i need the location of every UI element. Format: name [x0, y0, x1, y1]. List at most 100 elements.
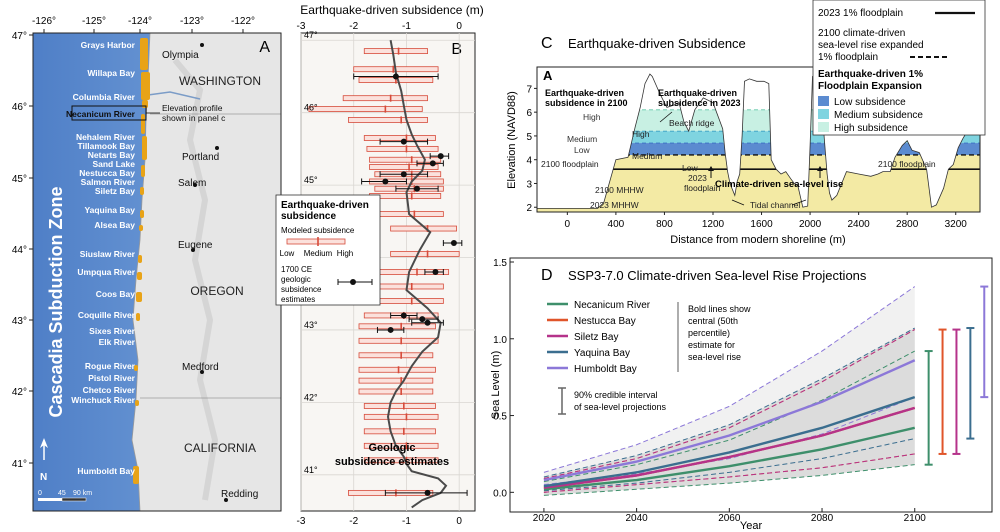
legend-geologic-3: subsidence [281, 285, 322, 294]
panel-d-ylabel: Sea Level (m) [490, 351, 502, 419]
estuary-labels: Grays Harbor Willapa Bay Columbia River Nec… [66, 40, 136, 476]
c-legend-2100-2: sea-level rise expanded [818, 40, 924, 51]
panel-c-end-a: A [543, 68, 553, 83]
c-legend-low-swatch [818, 96, 829, 106]
panel-b-label: B [451, 41, 462, 58]
north-arrow: N [40, 438, 48, 483]
b-geo-point [424, 489, 431, 496]
estuary-mark [142, 100, 148, 108]
d-ytick-label: 0.5 [493, 412, 507, 423]
panel-c-frame [536, 66, 981, 213]
c-legend-2100-1: 2100 climate-driven [818, 28, 905, 39]
slr-label: Climate-driven sea-level rise [715, 179, 843, 190]
b-modeled-range [374, 298, 444, 304]
estuary-label: Winchuck River [71, 395, 135, 405]
b-modeled-range [363, 135, 436, 141]
scale-90: 90 km [73, 490, 92, 497]
estuary-label: Coquille River [78, 310, 136, 320]
estuary-label: Nestucca Bay [79, 168, 135, 178]
d-lo-line [543, 396, 915, 486]
scale-0: 0 [38, 490, 42, 497]
lat-tick-label: 44° [12, 245, 27, 256]
panel-b-legend: Earthquake-driven subsidence Modeled sub… [275, 194, 381, 306]
c-band-medium [537, 131, 980, 144]
panel-c-arrows [659, 111, 823, 206]
d-lo-line [543, 438, 915, 492]
level-high-label: High [583, 112, 601, 122]
panel-d-frame [509, 257, 993, 513]
b-geo-point [414, 185, 420, 192]
c-xtick-label: 3200 [945, 219, 968, 230]
d-xtick-label: 2060 [718, 513, 741, 524]
d-hi-line [543, 329, 915, 479]
scale-bar: 0 45 90 km [38, 490, 92, 502]
b-modeled-range [363, 442, 439, 449]
panel-d-intervals [924, 285, 989, 466]
d-ytick-label: 1.0 [493, 335, 507, 346]
d-median-line [543, 359, 916, 482]
legend-note-3: percentile) [688, 328, 730, 338]
estuary-mark [140, 38, 148, 70]
mhhw-2100-label: 2100 MHHW [595, 185, 644, 195]
b-geo-point [450, 240, 457, 247]
level-medium-label-2: Medium [632, 151, 662, 161]
ann-2023-1: Earthquake-driven [658, 88, 737, 98]
scale-45: 45 [58, 490, 66, 497]
c-band-low [537, 143, 980, 155]
b-xtick-bottom: -2 [349, 516, 358, 527]
estuary-label: Siuslaw River [80, 249, 136, 259]
panel-a-label: A [259, 39, 270, 56]
d-median-line [543, 406, 916, 489]
c-legend-medium: Medium subsidence [834, 110, 923, 121]
legend-note-5: sea-level rise [688, 352, 741, 362]
d-ytick-label: 1.5 [493, 258, 507, 269]
lon-tick-label: -123° [180, 16, 204, 27]
b-modeled-range [363, 457, 439, 464]
d-xtick-label: 2040 [625, 513, 648, 524]
b-xtick-top: -3 [297, 21, 306, 32]
panel-c-title: Earthquake-driven Subsidence [568, 36, 746, 51]
b-modeled-range [369, 164, 439, 170]
ann-2100-2: subsidence in 2100 [545, 98, 628, 108]
panel-b-chart: Earthquake-driven subsidence (m) B -3 -3 -… [275, 3, 484, 527]
panel-c-legend: 2023 1% floodplain 2100 climate-driven s… [812, 0, 986, 136]
legend-note-4: estimate for [688, 340, 735, 350]
lat-tick-label: 45° [12, 174, 27, 185]
panel-c-ticks: 0 400 800 1200 1600 2000 2400 2800 3200 2 3 4 5 6 7 [526, 84, 967, 230]
level-low-label: Low [574, 145, 590, 155]
d-xtick-label: 2020 [533, 513, 556, 524]
north-label: N [40, 472, 47, 483]
b-modeled-range [363, 403, 436, 409]
b-lat-label: 41° [304, 465, 318, 475]
level-high-label-2: High [632, 129, 650, 139]
c-xtick-label: 2800 [896, 219, 919, 230]
lon-tick-label: -126° [32, 16, 56, 27]
estuary-label: Yaquina Bay [84, 205, 135, 215]
b-modeled-range [358, 366, 436, 373]
b-modeled-range [358, 337, 439, 344]
legend-geologic-1: 1700 CE [281, 265, 312, 274]
estuary-mark [136, 292, 142, 302]
b-lat-label: 47° [304, 30, 318, 40]
estuary-label: Salmon River [81, 177, 136, 187]
legend-geologic-2: geologic [281, 275, 311, 284]
b-geo-point [432, 269, 439, 275]
interval-note-1: 90% credible interval [574, 390, 658, 400]
b-xtick-top: -2 [349, 21, 358, 32]
c-legend-high-swatch [818, 122, 829, 132]
estuary-mark [135, 400, 139, 406]
city-label: Eugene [178, 240, 213, 251]
b-modeled-range [366, 145, 439, 152]
c-ytick-label: 7 [526, 84, 532, 95]
b-modeled-range [363, 428, 436, 435]
interval-note-2: of sea-level projections [574, 402, 667, 412]
state-oregon: OREGON [190, 284, 243, 298]
legend-high: High [337, 249, 353, 258]
panel-d-ticks: 2020 2040 2060 2080 2100 0.0 0.5 1.0 1.5 [493, 258, 926, 524]
d-legend-label: Nestucca Bay [574, 316, 636, 327]
estuary-mark [141, 72, 150, 100]
city-dot [193, 183, 197, 187]
floodplain-2023-2: floodplain [684, 183, 721, 193]
estuary-label: Columbia River [73, 92, 136, 102]
panel-b-geologic-estimates [353, 73, 468, 496]
